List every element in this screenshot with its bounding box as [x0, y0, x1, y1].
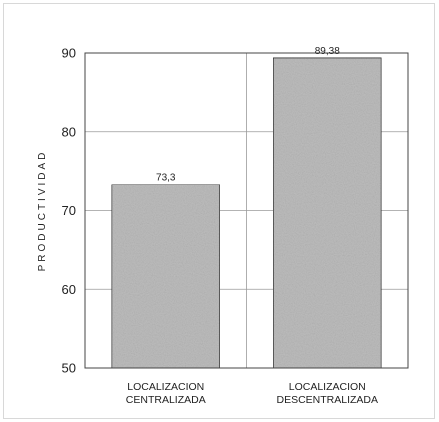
ytick-label-90: 90: [62, 46, 76, 61]
data-label-1: 89,38: [315, 46, 340, 57]
ytick-label-80: 80: [62, 124, 76, 139]
chart-frame: [3, 3, 435, 419]
bar-1: [272, 57, 382, 369]
labels: 73,389,385060708090LOCALIZACIONCENTRALIZ…: [37, 46, 378, 407]
bar-0: [111, 184, 221, 369]
category-label-0-1: CENTRALIZADA: [126, 394, 206, 406]
category-label-1-1: DESCENTRALIZADA: [276, 394, 378, 406]
y-axis-label: PRODUCTIVIDAD: [37, 150, 48, 272]
ytick-label-70: 70: [62, 203, 76, 218]
category-label-1-0: LOCALIZACION: [289, 381, 366, 393]
ytick-label-60: 60: [62, 282, 76, 297]
ytick-label-50: 50: [62, 361, 76, 376]
axes: [84, 52, 409, 369]
plot-border: [84, 52, 409, 369]
category-label-0-0: LOCALIZACION: [127, 381, 204, 393]
bars: [111, 57, 382, 369]
data-label-0: 73,3: [156, 173, 176, 184]
